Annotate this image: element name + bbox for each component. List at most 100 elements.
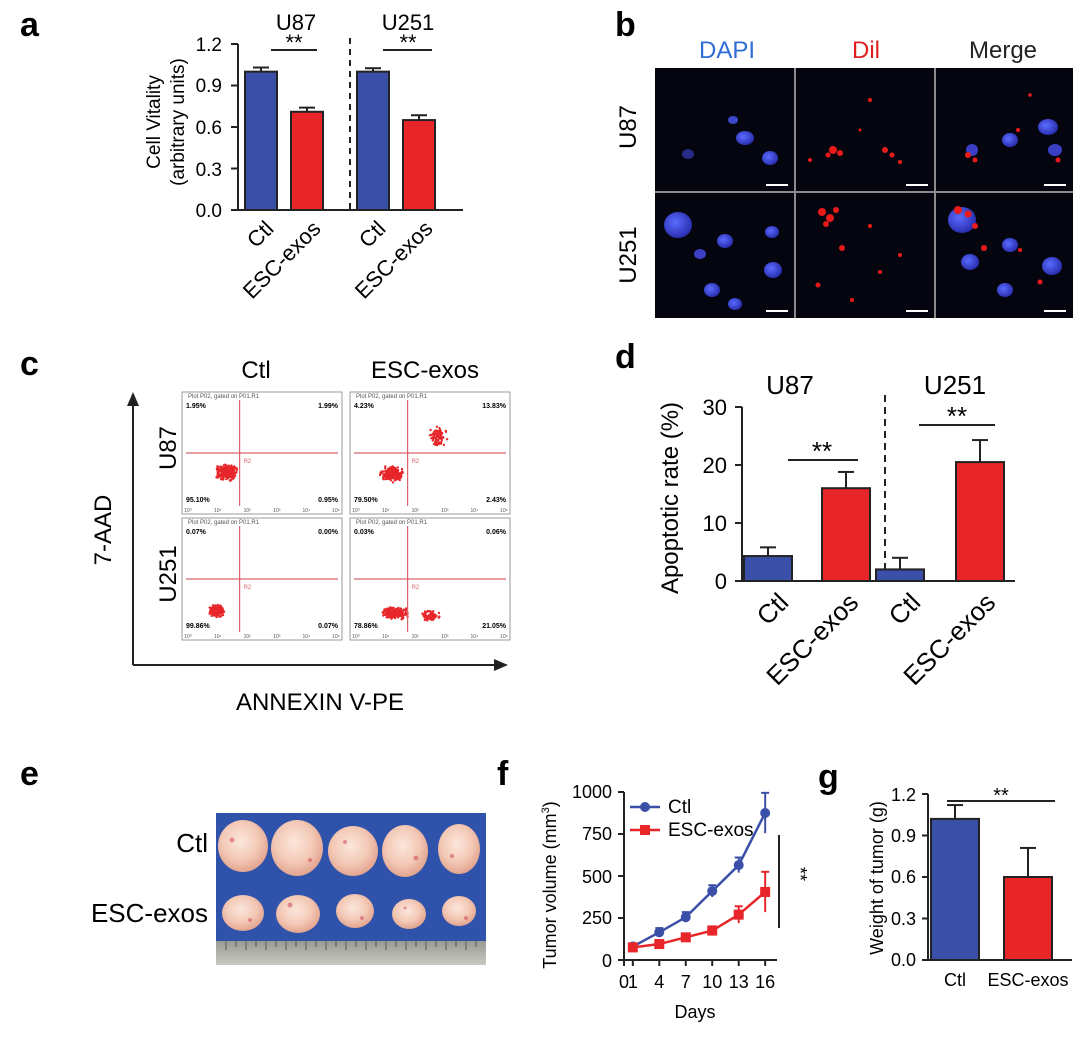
- flow-plot-q-ll-3: 78.86%: [354, 623, 379, 630]
- flow-plot-header-1: Plot P02, gated on P01.R1: [356, 394, 428, 400]
- flow-plot-event: [229, 474, 232, 478]
- panel-c-col-exos: ESC-exos: [371, 357, 479, 384]
- chart-f-line-0: [632, 812, 767, 948]
- flow-plot-event: [391, 481, 395, 484]
- flow-plot-event: [215, 611, 219, 615]
- panel-b-row-u87: U87: [615, 105, 642, 149]
- flow-plot-event: [231, 467, 234, 471]
- flow-plot-q-ur-0: 1.99%: [318, 403, 339, 410]
- flow-plot-event: [434, 440, 437, 443]
- flow-plot-q-ul-0: 1.95%: [186, 403, 207, 410]
- flow-plot-event: [216, 475, 219, 478]
- chart-f-tick-y0: 0: [602, 951, 612, 971]
- flow-plot-event: [425, 617, 428, 620]
- chart-a-group-title-u87: U87: [276, 10, 316, 35]
- flow-plot-axis-tick-0-5: 10⁵: [332, 508, 340, 514]
- flow-plot-event: [222, 464, 225, 467]
- flow-plot-event: [221, 476, 225, 480]
- chart-f: Tumor volume (mm3) 0 250 500 750 1000 01…: [540, 782, 810, 1022]
- flow-plot-event: [397, 472, 401, 475]
- flow-plot-event: [392, 473, 395, 476]
- flow-plot-q-ul-3: 0.03%: [354, 529, 375, 536]
- merge-u251-image: [948, 206, 1062, 297]
- flow-plot-event: [389, 479, 393, 482]
- flow-plot-event: [233, 474, 237, 477]
- flow-plot-event: [421, 612, 424, 615]
- flow-plot-event: [404, 609, 407, 612]
- flow-plot-q-ul-2: 0.07%: [186, 529, 207, 536]
- panel-e-row-exos: ESC-exos: [91, 898, 208, 928]
- flow-plot-event: [427, 616, 431, 619]
- flow-plot-event: [396, 477, 400, 480]
- flow-plot-q-ur-1: 13.83%: [482, 403, 507, 410]
- flow-plot-event: [226, 470, 229, 473]
- panel-b-col-merge: Merge: [969, 37, 1037, 64]
- flow-plot-event: [389, 471, 393, 474]
- flow-plot-event: [228, 467, 231, 470]
- flow-plot-axis-tick-1-0: 10⁰: [352, 508, 360, 514]
- flow-plot-event: [434, 443, 437, 446]
- flow-plot-q-lr-3: 21.05%: [482, 623, 507, 630]
- chart-g-tick-1: 0.3: [891, 909, 916, 929]
- flow-plot-event: [391, 467, 395, 470]
- flow-plot-event: [435, 425, 439, 428]
- chart-a-ylabel-line1: Cell Vitality: [144, 75, 165, 169]
- chart-d-tick-1: 10: [703, 511, 727, 536]
- flow-plot-axis-tick-3-4: 10⁴: [471, 634, 479, 640]
- flow-plot-axis-tick-2-2: 10²: [244, 634, 252, 640]
- tumor-ctl-3: [328, 826, 378, 876]
- flow-plot-event: [405, 607, 408, 610]
- chart-d-tick-3: 30: [703, 395, 727, 420]
- flow-plot-event: [235, 469, 238, 472]
- flow-plot-gate-label-3: R2: [412, 585, 420, 591]
- chart-d-tick-0: 0: [715, 569, 727, 594]
- flow-plot-axis-tick-0-3: 10³: [273, 508, 281, 514]
- flow-plot-event: [208, 612, 212, 615]
- panel-c-row-u87: U87: [155, 426, 182, 470]
- flow-plot-event: [384, 465, 387, 468]
- flow-plot-event: [400, 609, 403, 612]
- chart-g-tick-2: 0.6: [891, 867, 916, 887]
- chart-d-tick-2: 20: [703, 453, 727, 478]
- flow-plot-event: [393, 612, 397, 615]
- flow-plot-event: [387, 473, 390, 476]
- flow-plot-event: [398, 614, 401, 618]
- flow-plot-event: [230, 478, 233, 482]
- flow-plot-gate-label-1: R2: [412, 459, 420, 465]
- chart-a-xlabel-ctl-2: Ctl: [354, 216, 391, 253]
- flow-plot-axis-tick-2-3: 10³: [273, 634, 281, 640]
- flow-plot-event: [392, 476, 396, 479]
- flow-plot-event: [391, 465, 394, 468]
- tumor-ctl-4: [382, 825, 428, 877]
- flow-plot-gate-label-0: R2: [244, 459, 252, 465]
- flow-plot-gate-label-2: R2: [244, 585, 252, 591]
- flow-plot-event: [401, 470, 404, 473]
- panel-b-row-u251: U251: [615, 226, 642, 283]
- panel-letter-g: g: [818, 758, 839, 796]
- chart-f-xtick-1: 1: [628, 972, 638, 992]
- flow-plot-event: [389, 468, 392, 472]
- flow-plot-event: [440, 431, 444, 435]
- flow-plot-event: [436, 438, 440, 442]
- flow-plot-event: [219, 465, 222, 468]
- flow-plot-event: [385, 616, 388, 619]
- flow-plot-axis-tick-3-3: 10³: [441, 634, 449, 640]
- flow-plot-axis-tick-2-0: 10⁰: [184, 634, 192, 640]
- chart-a-bar-0: [244, 70, 278, 211]
- tumor-exos-5: [442, 896, 476, 926]
- dapi-u251-image: [664, 212, 782, 310]
- flow-plot-event: [385, 611, 388, 615]
- flow-plot-q-lr-1: 2.43%: [486, 497, 507, 504]
- chart-f-point-1-0: [627, 942, 638, 953]
- flow-plot-event: [437, 436, 441, 439]
- flow-plot-q-lr-2: 0.07%: [318, 623, 339, 630]
- flow-plot-event: [224, 468, 227, 472]
- flow-plot-event: [382, 610, 386, 613]
- chart-d: Apoptotic rate (%) 0 10 20 30 U87 U251 *…: [657, 370, 1015, 691]
- tumor-exos-1: [222, 895, 264, 931]
- flow-plot-event: [438, 428, 442, 432]
- flow-plot-event: [219, 467, 223, 471]
- chart-d-group-title-u87: U87: [766, 370, 814, 400]
- flow-plot-axis-tick-1-4: 10⁴: [471, 508, 479, 514]
